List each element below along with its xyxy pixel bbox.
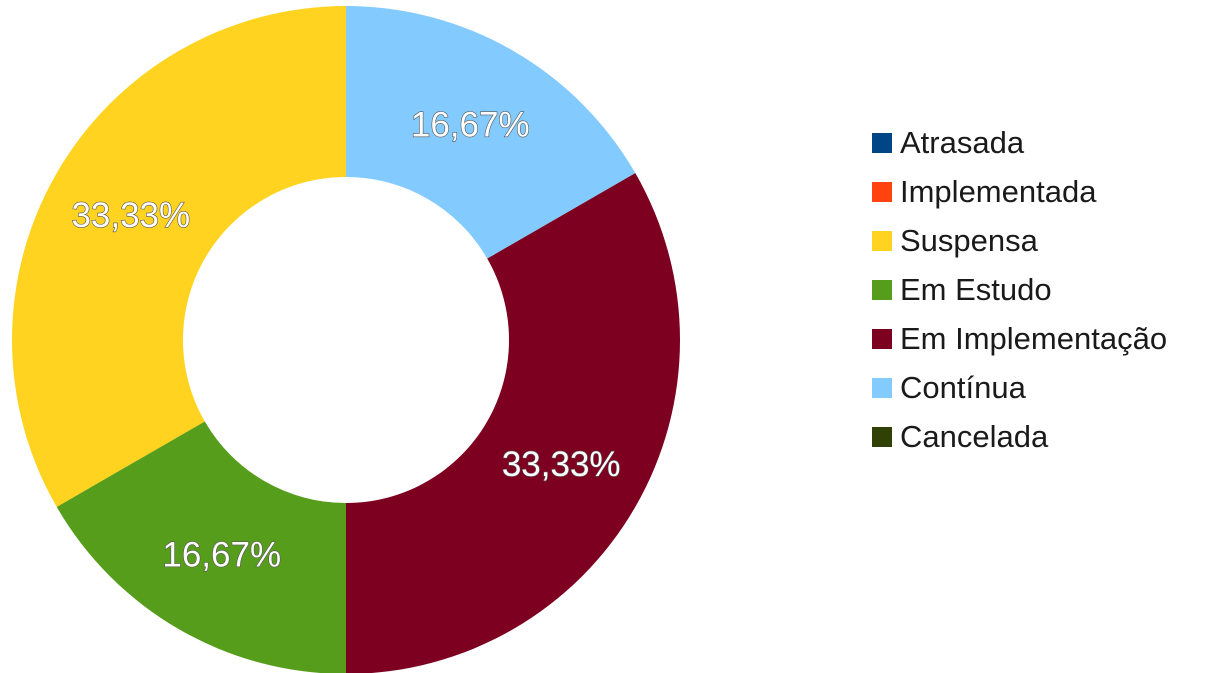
slice-label-em-estudo: 16,67% (162, 536, 281, 575)
legend-swatch (872, 230, 892, 251)
legend-label: Atrasada (900, 124, 1025, 160)
legend: Atrasada Implementada Suspensa Em Estudo Em … (872, 118, 1167, 461)
legend-swatch (872, 279, 892, 300)
legend-label: Implementada (900, 173, 1097, 209)
slice-em-estudo (56, 421, 346, 673)
legend-item-em-implementacao: Em Implementação (872, 314, 1167, 363)
legend-label: Cancelada (900, 418, 1049, 454)
legend-item-em-estudo: Em Estudo (872, 265, 1167, 314)
legend-item-continua: Contínua (872, 363, 1167, 412)
slice-label-suspensa: 33,33% (71, 196, 190, 235)
legend-item-atrasada: Atrasada (872, 118, 1167, 167)
legend-swatch (872, 181, 892, 202)
slice-em-implementacao (346, 173, 680, 673)
legend-label: Suspensa (900, 222, 1038, 258)
legend-swatch (872, 377, 892, 398)
legend-swatch (872, 328, 892, 349)
legend-swatch (872, 132, 892, 153)
slice-label-em-implementacao: 33,33% (502, 445, 621, 484)
legend-item-suspensa: Suspensa (872, 216, 1167, 265)
legend-item-implementada: Implementada (872, 167, 1167, 216)
slice-labels: 33,33% 16,67% 33,33% 16,67% (71, 105, 621, 576)
donut-slices (11, 6, 680, 673)
slice-suspensa (11, 6, 347, 507)
slice-label-continua: 16,67% (411, 105, 530, 144)
legend-label: Em Estudo (900, 271, 1052, 307)
legend-label: Contínua (900, 369, 1026, 405)
legend-swatch (872, 426, 892, 447)
slice-continua (346, 6, 636, 259)
legend-label: Em Implementação (900, 320, 1168, 356)
legend-item-cancelada: Cancelada (872, 412, 1167, 461)
